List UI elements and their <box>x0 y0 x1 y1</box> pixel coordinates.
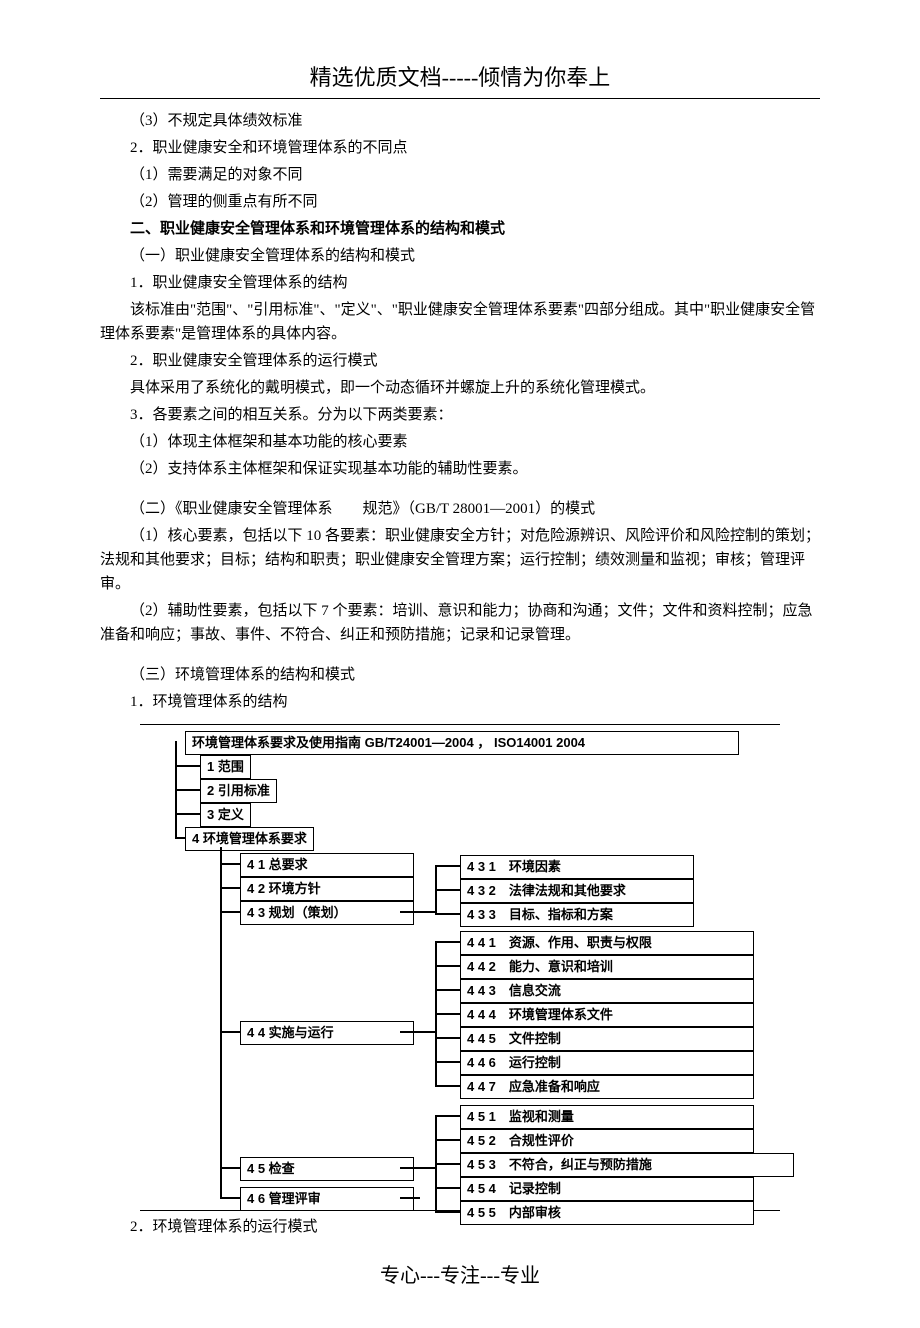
diagram-node-b433: 4 3 3 目标、指标和方案 <box>460 903 694 927</box>
diagram-connector <box>435 1211 460 1213</box>
paragraph: 1．环境管理体系的结构 <box>100 690 820 714</box>
diagram-connector <box>400 1167 435 1169</box>
paragraph: 2．职业健康安全管理体系的运行模式 <box>100 349 820 373</box>
diagram-node-b45: 4 5 检查 <box>240 1157 414 1181</box>
diagram-connector <box>220 863 240 865</box>
diagram-connector <box>435 941 460 943</box>
diagram-node-b46: 4 6 管理评审 <box>240 1187 414 1211</box>
diagram-connector <box>435 1187 460 1189</box>
diagram-connector <box>220 911 240 913</box>
paragraph: （一）职业健康安全管理体系的结构和模式 <box>100 244 820 268</box>
diagram-connector <box>435 1085 460 1087</box>
diagram-node-b42: 4 2 环境方针 <box>240 877 414 901</box>
diagram-connector <box>400 911 435 913</box>
ems-structure-diagram: 环境管理体系要求及使用指南 GB/T24001—2004 ， ISO14001 … <box>140 724 780 1211</box>
diagram-node-b4: 4 环境管理体系要求 <box>185 827 314 851</box>
document-page: 精选优质文档-----倾情为你奉上 （3）不规定具体绩效标准 2．职业健康安全和环… <box>0 0 920 1328</box>
diagram-connector <box>175 789 200 791</box>
diagram-node-b1: 1 范围 <box>200 755 251 779</box>
diagram-node-b3: 3 定义 <box>200 803 251 827</box>
diagram-node-b444: 4 4 4 环境管理体系文件 <box>460 1003 754 1027</box>
paragraph: （2）管理的侧重点有所不同 <box>100 190 820 214</box>
diagram-connector <box>435 1013 460 1015</box>
diagram-node-b2: 2 引用标准 <box>200 779 277 803</box>
paragraph: 二、职业健康安全管理体系和环境管理体系的结构和模式 <box>100 217 820 241</box>
diagram-node-b431: 4 3 1 环境因素 <box>460 855 694 879</box>
diagram-connector <box>175 837 185 839</box>
paragraph: 该标准由"范围"、"引用标准"、"定义"、"职业健康安全管理体系要素"四部分组成… <box>100 298 820 346</box>
diagram-connector <box>435 889 460 891</box>
diagram-connector <box>435 1061 460 1063</box>
diagram-node-b446: 4 4 6 运行控制 <box>460 1051 754 1075</box>
paragraph: （2）辅助性要素，包括以下 7 个要素：培训、意识和能力；协商和沟通；文件；文件… <box>100 599 820 647</box>
diagram-connector <box>400 1197 420 1199</box>
diagram-connector <box>435 1115 460 1117</box>
diagram-node-b445: 4 4 5 文件控制 <box>460 1027 754 1051</box>
diagram-node-b454: 4 5 4 记录控制 <box>460 1177 754 1201</box>
diagram-connector <box>435 1139 460 1141</box>
paragraph: （3）不规定具体绩效标准 <box>100 109 820 133</box>
diagram-connector <box>435 913 460 915</box>
page-header: 精选优质文档-----倾情为你奉上 <box>100 60 820 99</box>
page-footer: 专心---专注---专业 <box>100 1259 820 1288</box>
diagram-connector <box>435 1037 460 1039</box>
diagram-node-b443: 4 4 3 信息交流 <box>460 979 754 1003</box>
paragraph: 具体采用了系统化的戴明模式，即一个动态循环并螺旋上升的系统化管理模式。 <box>100 376 820 400</box>
diagram-node-b43: 4 3 规划（策划） <box>240 901 414 925</box>
diagram-node-b44: 4 4 实施与运行 <box>240 1021 414 1045</box>
diagram-connector <box>175 765 200 767</box>
diagram-connector <box>220 887 240 889</box>
diagram-node-b453: 4 5 3 不符合，纠正与预防措施 <box>460 1153 794 1177</box>
diagram-connector <box>400 1031 435 1033</box>
diagram-connector <box>220 1031 240 1033</box>
body-text: （3）不规定具体绩效标准 2．职业健康安全和环境管理体系的不同点 （1）需要满足的对… <box>100 109 820 714</box>
diagram-node-b455: 4 5 5 内部审核 <box>460 1201 754 1225</box>
paragraph: 2．职业健康安全和环境管理体系的不同点 <box>100 136 820 160</box>
diagram-node-b452: 4 5 2 合规性评价 <box>460 1129 754 1153</box>
paragraph: （2）支持体系主体框架和保证实现基本功能的辅助性要素。 <box>100 457 820 481</box>
diagram-node-b451: 4 5 1 监视和测量 <box>460 1105 754 1129</box>
diagram-connector <box>435 865 460 867</box>
paragraph: （1）核心要素，包括以下 10 各要素：职业健康安全方针；对危险源辨识、风险评价… <box>100 524 820 596</box>
paragraph: （1）体现主体框架和基本功能的核心要素 <box>100 430 820 454</box>
diagram-connector <box>220 847 222 1199</box>
paragraph: 1．职业健康安全管理体系的结构 <box>100 271 820 295</box>
paragraph: 3．各要素之间的相互关系。分为以下两类要素： <box>100 403 820 427</box>
diagram-connector <box>435 1163 460 1165</box>
paragraph: （1）需要满足的对象不同 <box>100 163 820 187</box>
diagram-node-b41: 4 1 总要求 <box>240 853 414 877</box>
diagram-title: 环境管理体系要求及使用指南 GB/T24001—2004 ， ISO14001 … <box>185 731 739 755</box>
diagram-connector <box>220 1197 240 1199</box>
diagram-node-b432: 4 3 2 法律法规和其他要求 <box>460 879 694 903</box>
diagram-connector <box>435 965 460 967</box>
diagram-node-b442: 4 4 2 能力、意识和培训 <box>460 955 754 979</box>
diagram-connector <box>175 813 200 815</box>
diagram-connector <box>220 1167 240 1169</box>
paragraph: （二）《职业健康安全管理体系 规范》（GB/T 28001—2001）的模式 <box>100 497 820 521</box>
diagram-node-b441: 4 4 1 资源、作用、职责与权限 <box>460 931 754 955</box>
diagram-node-b447: 4 4 7 应急准备和响应 <box>460 1075 754 1099</box>
paragraph: （三）环境管理体系的结构和模式 <box>100 663 820 687</box>
diagram-connector <box>435 989 460 991</box>
